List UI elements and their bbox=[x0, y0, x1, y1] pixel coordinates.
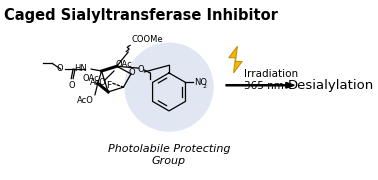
Polygon shape bbox=[229, 46, 242, 73]
Text: O: O bbox=[69, 80, 76, 89]
Text: O: O bbox=[57, 64, 64, 73]
Text: COOMe: COOMe bbox=[131, 35, 163, 44]
Text: Desialylation: Desialylation bbox=[287, 79, 373, 92]
Text: Irradiation
365 nm: Irradiation 365 nm bbox=[244, 69, 298, 91]
Text: F: F bbox=[106, 82, 112, 91]
Text: AcO: AcO bbox=[90, 78, 107, 87]
Text: OAc: OAc bbox=[82, 74, 99, 83]
Text: NO: NO bbox=[194, 78, 207, 87]
Text: O: O bbox=[137, 65, 144, 74]
Text: AcO: AcO bbox=[77, 96, 94, 105]
Text: O: O bbox=[129, 68, 135, 77]
Text: 2: 2 bbox=[202, 84, 206, 89]
Circle shape bbox=[124, 42, 214, 132]
Text: Photolabile Protecting
Group: Photolabile Protecting Group bbox=[108, 144, 230, 166]
Text: OAc: OAc bbox=[116, 60, 133, 69]
Text: HN: HN bbox=[74, 64, 87, 73]
Text: Caged Sialyltransferase Inhibitor: Caged Sialyltransferase Inhibitor bbox=[4, 8, 278, 23]
FancyArrow shape bbox=[226, 82, 294, 88]
